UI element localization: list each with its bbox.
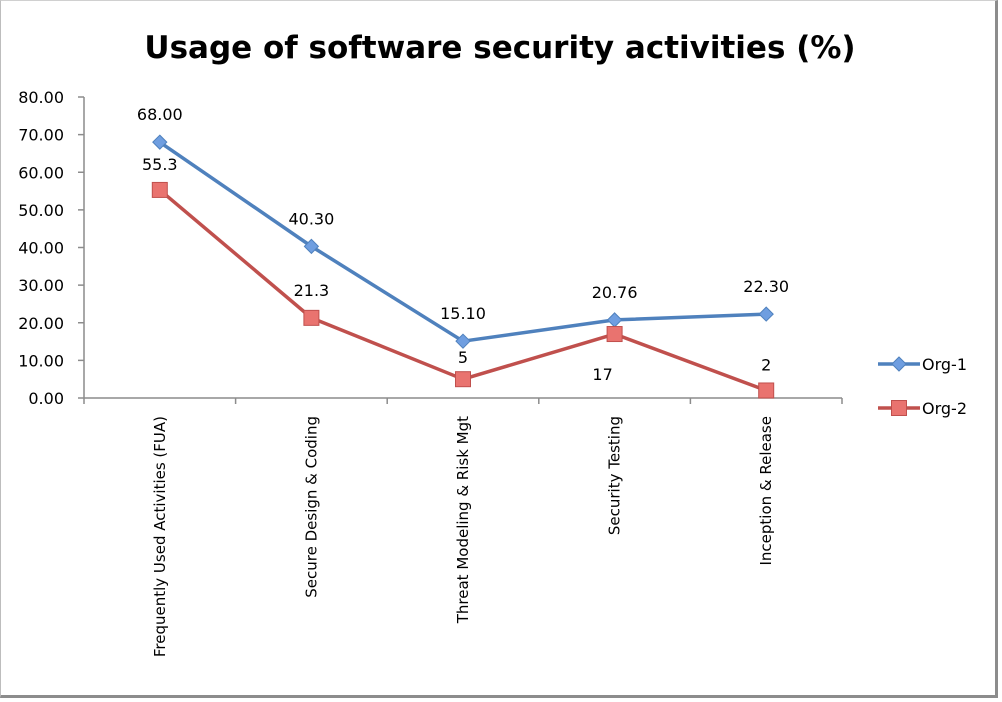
y-tick-label: 80.00: [18, 88, 64, 107]
data-label: 40.30: [288, 209, 334, 228]
series-group: [151, 134, 775, 399]
data-point-square: [758, 382, 775, 399]
y-tick-label: 30.00: [18, 276, 64, 295]
axes: 0.00 10.00 20.00 30.00 40.00 50.00 60.00 70.00 8…: [18, 88, 843, 657]
x-tick-label: Inception & Release: [757, 416, 775, 566]
legend: Org-1 Org-2: [878, 355, 967, 418]
data-label: 5: [458, 348, 468, 367]
data-label: 20.76: [592, 283, 638, 302]
x-tick-label: Frequently Used Activities (FUA): [151, 416, 169, 657]
y-tick-label: 20.00: [18, 314, 64, 333]
y-tick-label: 0.00: [28, 389, 64, 408]
data-label: 68.00: [137, 105, 183, 124]
y-tick-label: 70.00: [18, 126, 64, 145]
legend-marker-square: [891, 400, 907, 416]
data-point-square: [606, 326, 623, 343]
data-point-diamond: [152, 134, 168, 150]
data-label: 15.10: [440, 304, 486, 323]
y-tick-label: 50.00: [18, 201, 64, 220]
y-tick-label: 10.00: [18, 351, 64, 370]
legend-label: Org-2: [922, 399, 967, 418]
legend-marker-diamond: [891, 356, 907, 372]
y-tick-label: 40.00: [18, 239, 64, 258]
data-labels: 68.00 40.30 15.10 20.76 22.30 55.3 21.3 5 17 2: [137, 105, 789, 384]
x-tick-label: Threat Modeling & Risk Mgt: [454, 416, 472, 624]
y-tick-label: 60.00: [18, 163, 64, 182]
data-label: 21.3: [294, 281, 330, 300]
data-label: 55.3: [142, 155, 178, 174]
chart-title: Usage of software security activities (%…: [144, 30, 855, 66]
data-point-diamond: [758, 306, 774, 322]
data-label: 22.30: [743, 277, 789, 296]
data-point-square: [151, 181, 168, 198]
data-point-diamond: [455, 333, 471, 349]
legend-label: Org-1: [922, 355, 967, 374]
x-tick-label: Secure Design & Coding: [302, 416, 320, 598]
data-label: 17: [592, 365, 612, 384]
data-label: 2: [761, 355, 771, 374]
data-point-square: [455, 371, 471, 388]
data-point-diamond: [303, 238, 320, 255]
x-tick-label: Security Testing: [606, 416, 624, 535]
data-point-diamond: [606, 312, 623, 328]
data-point-square: [303, 309, 320, 326]
